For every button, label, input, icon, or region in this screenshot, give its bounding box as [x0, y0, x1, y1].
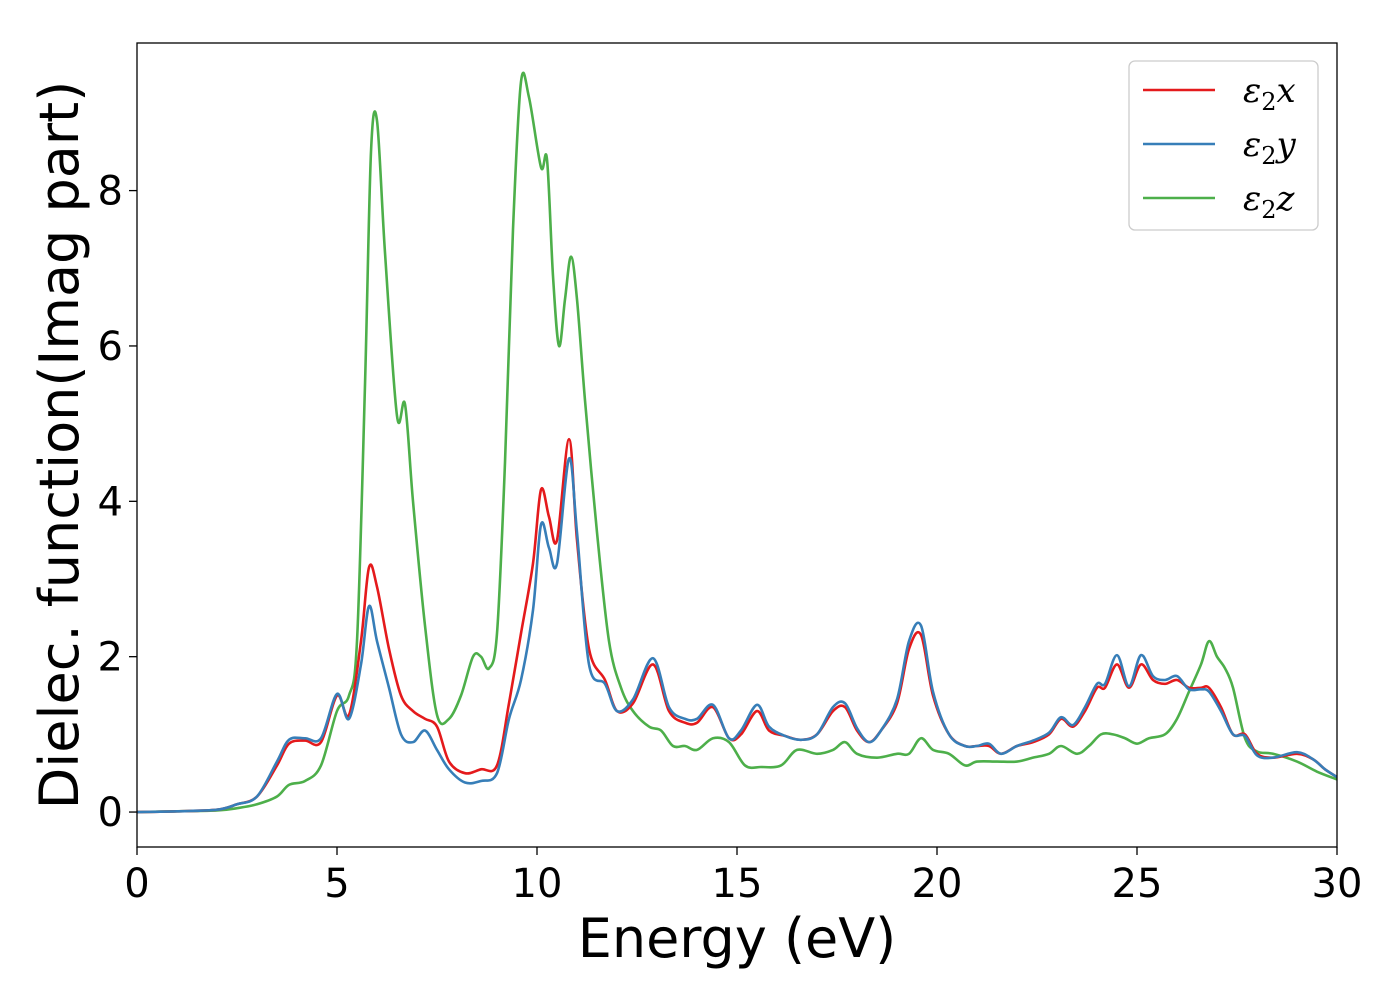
x-tick-label: 10: [512, 861, 563, 907]
series-line-z: [137, 71, 1337, 814]
legend: ε2x ε2y ε2z: [1128, 60, 1319, 231]
y-tick-label: 0: [98, 790, 123, 836]
legend-box: [1128, 60, 1319, 231]
legend-label-z: ε2z: [1243, 179, 1296, 224]
y-tick-label: 2: [98, 635, 123, 681]
series-line-y: [137, 457, 1337, 814]
series-line-x: [137, 437, 1337, 814]
y-tick-label: 6: [98, 324, 123, 370]
legend-label-x: ε2x: [1243, 71, 1296, 116]
x-tick-label: 0: [124, 861, 149, 907]
legend-label-y: ε2y: [1243, 125, 1297, 170]
x-tick-label: 25: [1112, 861, 1163, 907]
x-tick-label: 5: [324, 861, 349, 907]
x-tick-label: 15: [712, 861, 763, 907]
x-axis: 0 5 10 15 20 25 30: [124, 847, 1362, 907]
series-lines: [137, 71, 1337, 814]
x-tick-label: 30: [1312, 861, 1363, 907]
x-axis-title: Energy (eV): [578, 907, 897, 970]
y-tick-label: 4: [98, 479, 123, 525]
y-axis: 0 2 4 6 8: [98, 169, 137, 836]
x-tick-label: 20: [912, 861, 963, 907]
y-tick-label: 8: [98, 169, 123, 215]
y-axis-title: Dielec. function(Imag part): [28, 81, 91, 810]
